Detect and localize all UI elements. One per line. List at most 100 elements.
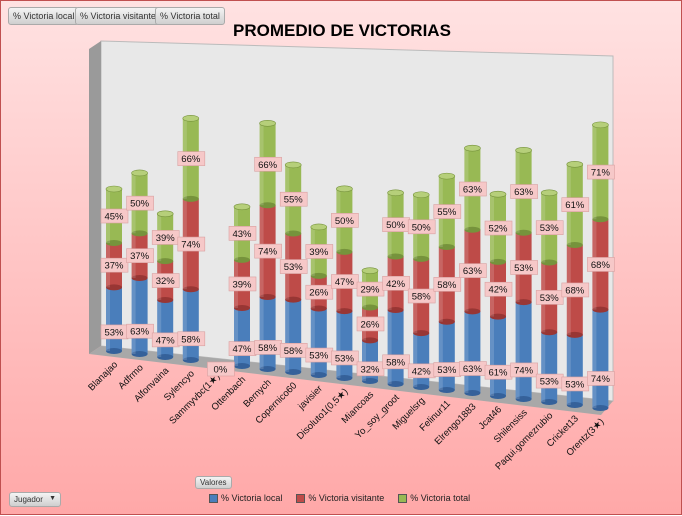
- data-label-box: [382, 354, 410, 370]
- data-label: 50%: [126, 195, 154, 211]
- data-label-text: 53%: [565, 379, 585, 390]
- legend-label: % Victoria local: [221, 493, 283, 503]
- data-label: 53%: [510, 260, 538, 275]
- data-label: 39%: [305, 244, 334, 259]
- data-label: 58%: [177, 331, 206, 347]
- data-label-text: 42%: [412, 366, 432, 377]
- cylinder-top: [566, 161, 584, 168]
- cylinder-top: [284, 161, 302, 169]
- data-label: 42%: [407, 363, 436, 379]
- data-label-text: 26%: [360, 319, 380, 330]
- side-wall: [89, 41, 101, 354]
- data-label: 63%: [459, 263, 487, 278]
- segment-bottom: [490, 393, 506, 399]
- segment-bottom: [131, 230, 148, 237]
- data-label-box: [228, 226, 257, 241]
- data-label-box: [459, 181, 487, 197]
- data-label-text: 43%: [232, 229, 252, 240]
- data-label-box: [561, 197, 590, 212]
- segment-highlight: [438, 321, 443, 390]
- data-label: 53%: [100, 324, 129, 340]
- data-label: 68%: [587, 257, 615, 272]
- cylinder-top: [105, 185, 123, 193]
- segment-bottom: [490, 258, 506, 265]
- data-label-text: 63%: [514, 187, 534, 198]
- data-label: 26%: [305, 284, 334, 300]
- segment-bottom: [592, 306, 609, 313]
- segment-bottom: [515, 299, 532, 306]
- data-label-text: 66%: [258, 160, 278, 171]
- data-label-box: [279, 191, 308, 207]
- data-label-text: 37%: [104, 261, 124, 272]
- data-label-text: 53%: [284, 262, 304, 273]
- data-label-text: 53%: [104, 327, 124, 338]
- segment-bottom: [182, 195, 199, 202]
- segment-bottom: [566, 402, 583, 408]
- legend-item-local: % Victoria local: [209, 493, 282, 503]
- data-label-text: 39%: [156, 233, 176, 244]
- segment-bottom: [464, 226, 481, 233]
- legend-swatch-local: [209, 493, 218, 503]
- data-label-text: 58%: [181, 334, 201, 345]
- segment-bottom: [413, 255, 430, 262]
- data-label-text: 53%: [540, 293, 560, 304]
- data-label-box: [126, 248, 154, 263]
- data-label: 68%: [561, 282, 590, 298]
- cylinder-top: [336, 185, 353, 193]
- jugador-filter-dropdown[interactable]: Jugador ▼: [9, 492, 61, 507]
- data-label: 58%: [407, 288, 436, 304]
- data-label: 58%: [279, 342, 308, 358]
- data-label: 66%: [177, 151, 206, 166]
- data-label-box: [561, 282, 590, 298]
- data-label: 26%: [356, 316, 385, 332]
- data-label: 74%: [177, 236, 206, 252]
- data-label-box: [331, 213, 359, 228]
- segment-bottom: [464, 390, 481, 396]
- legend-swatch-visitante: [296, 493, 306, 503]
- segment-highlight: [336, 311, 341, 378]
- data-label: 63%: [459, 181, 487, 197]
- values-field-button[interactable]: Valores: [195, 476, 232, 489]
- cylinder-top: [361, 267, 379, 274]
- cylinder-top: [540, 189, 558, 197]
- data-label: 71%: [587, 164, 615, 180]
- data-label-box: [510, 260, 538, 275]
- data-label-text: 74%: [591, 374, 611, 385]
- segment-bottom: [541, 399, 558, 405]
- segment-bottom: [438, 318, 455, 325]
- chevron-down-icon: ▼: [49, 495, 56, 502]
- data-label: 74%: [254, 243, 282, 259]
- field-button-victoria-total[interactable]: % Victoria total: [155, 7, 225, 25]
- data-label-box: [587, 371, 615, 386]
- data-label-text: 58%: [284, 346, 304, 357]
- data-label-text: 52%: [488, 224, 508, 235]
- data-label-box: [177, 236, 206, 252]
- data-label-box: [433, 277, 462, 292]
- data-label-text: 53%: [514, 263, 534, 274]
- cylinder-top: [515, 147, 532, 154]
- segment-bottom: [362, 304, 378, 311]
- data-label: 53%: [535, 373, 564, 389]
- data-label: 39%: [228, 276, 257, 292]
- data-label-text: 50%: [386, 220, 406, 231]
- data-label-box: [433, 204, 462, 219]
- data-label-box: [331, 350, 359, 366]
- data-label-text: 63%: [130, 327, 150, 338]
- data-label-box: [100, 257, 129, 273]
- data-label-text: 53%: [540, 223, 560, 234]
- segment-highlight: [131, 277, 136, 354]
- segment-bottom: [387, 381, 404, 387]
- data-label: 61%: [484, 364, 513, 380]
- data-label-box: [510, 184, 538, 199]
- data-label-box: [382, 275, 410, 291]
- data-label: 53%: [433, 362, 462, 377]
- cylinder-top: [233, 203, 251, 211]
- segment-highlight: [310, 308, 315, 375]
- segment-bottom: [490, 313, 506, 320]
- data-label: 52%: [484, 220, 513, 236]
- data-label-text: 26%: [309, 288, 329, 299]
- segment-bottom: [182, 357, 199, 363]
- data-label-text: 55%: [284, 195, 304, 206]
- data-label-box: [126, 195, 154, 211]
